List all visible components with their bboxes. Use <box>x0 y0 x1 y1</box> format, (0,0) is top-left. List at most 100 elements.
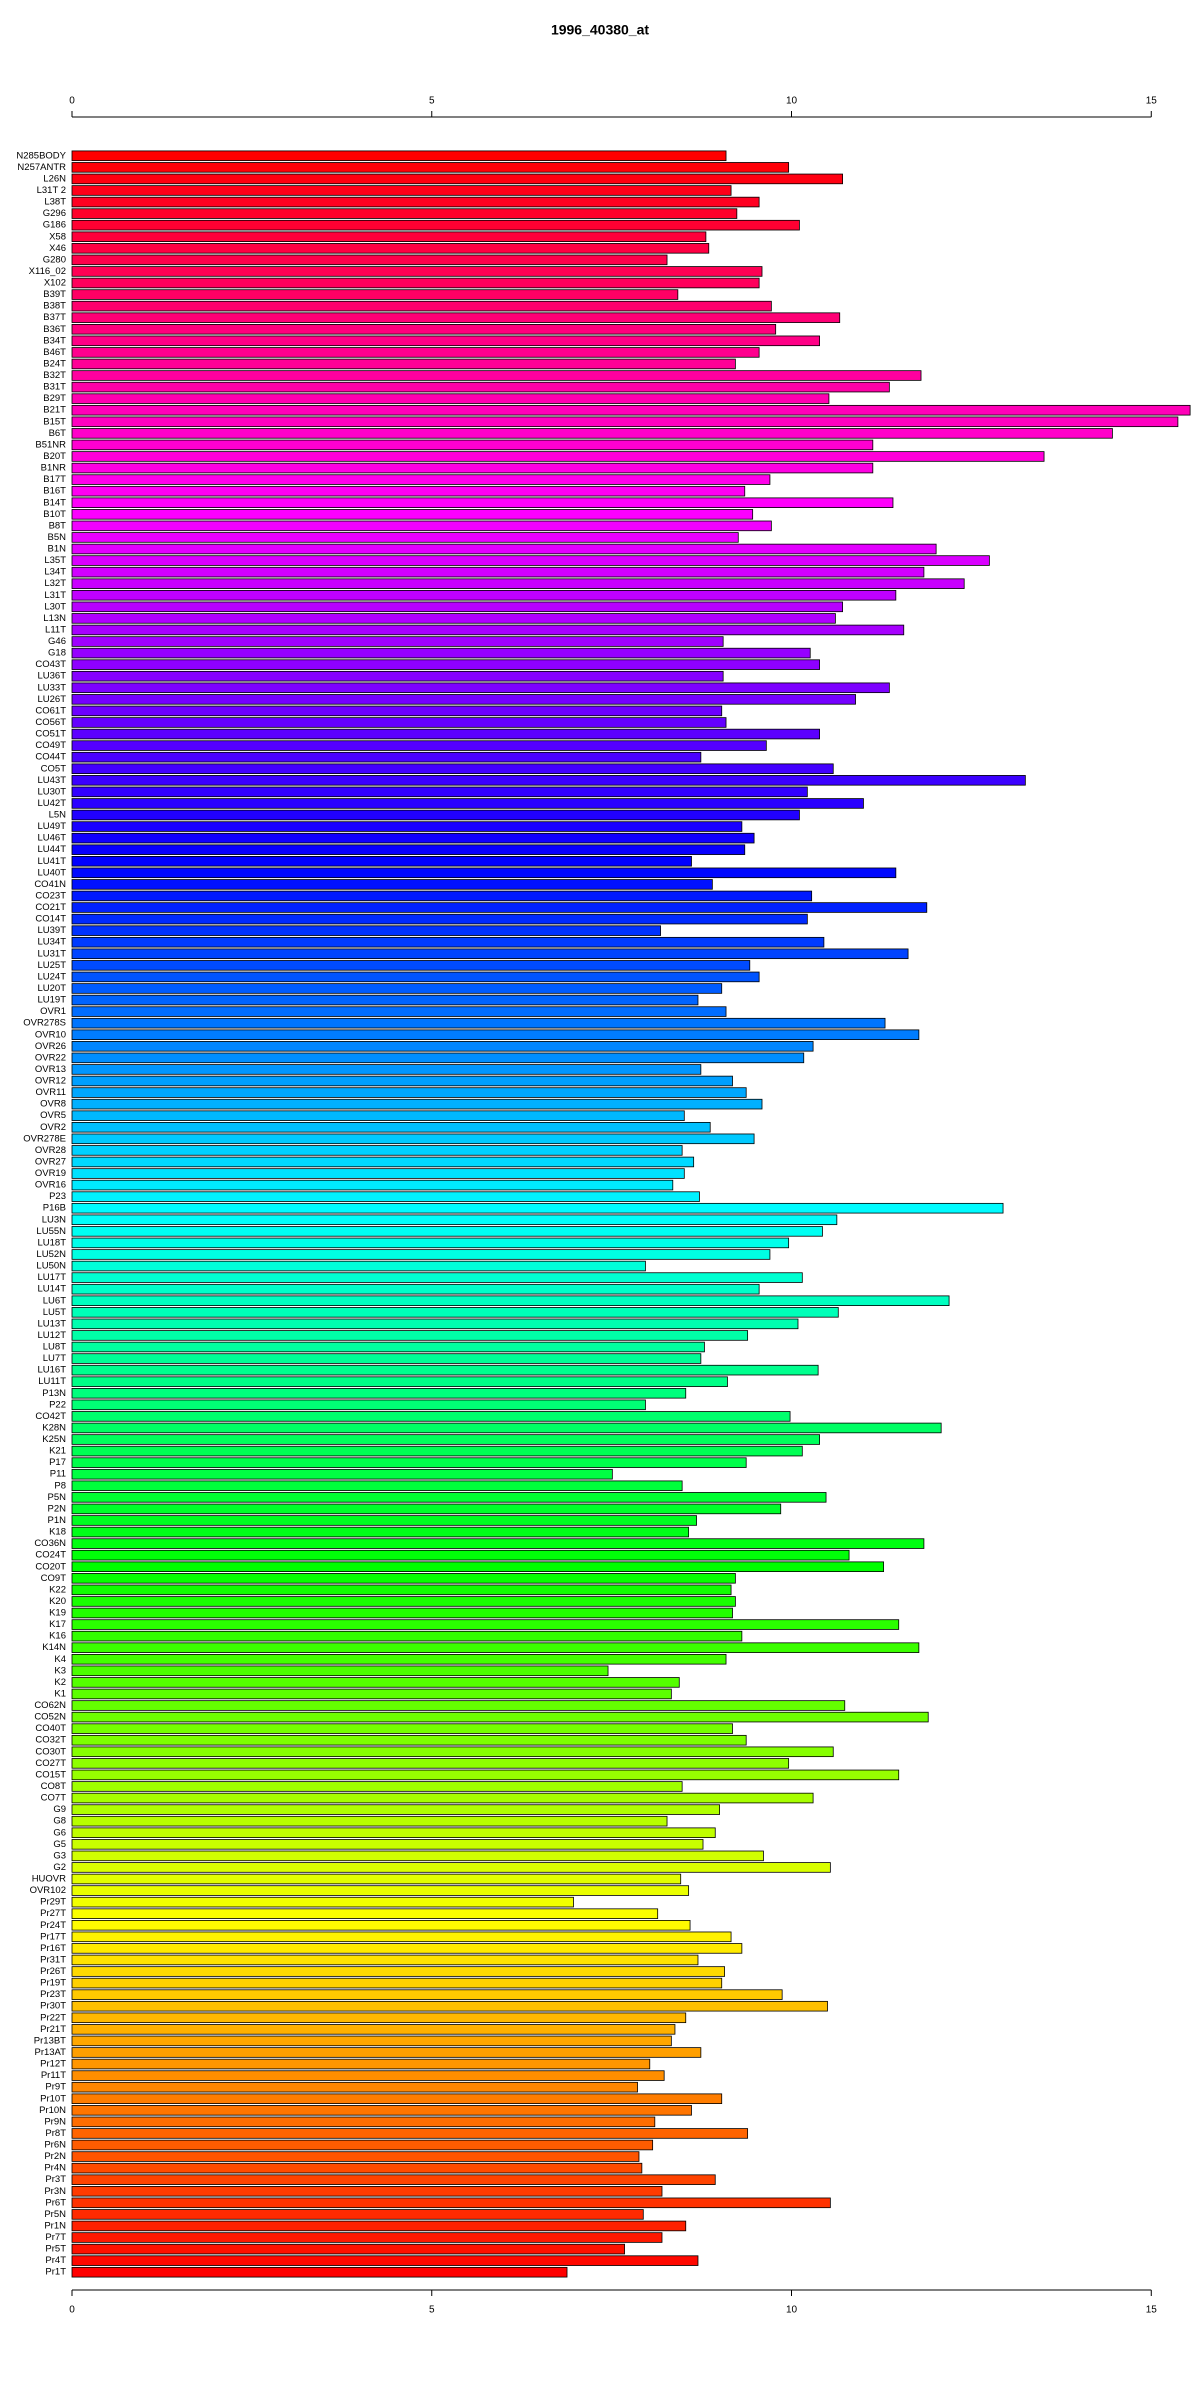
y-tick-label: Pr16T <box>40 1943 66 1954</box>
bar <box>71 1804 720 1815</box>
y-tick-label: LU42T <box>37 798 66 809</box>
y-tick-label: X58 <box>49 231 66 242</box>
y-tick-label: Pr29T <box>40 1897 66 1908</box>
y-tick-label: P23 <box>49 1191 66 1202</box>
y-tick-label: LU30T <box>37 786 66 797</box>
y-tick-label: OVR13 <box>35 1064 66 1075</box>
y-tick-label: B51NR <box>35 439 66 450</box>
y-tick-label: B14T <box>43 497 66 508</box>
bar <box>71 1526 690 1538</box>
y-tick-label: N257ANTR <box>17 162 66 173</box>
y-tick-label: LU5T <box>43 1307 66 1318</box>
y-tick-label: B38T <box>43 301 66 312</box>
bar <box>71 2035 672 2047</box>
y-tick-label: Pr27T <box>40 1908 66 1919</box>
bar <box>71 1480 683 1492</box>
bar <box>71 913 808 925</box>
y-tick-label: OVR10 <box>35 1029 66 1040</box>
bar <box>71 1168 685 1179</box>
bar <box>71 1318 799 1330</box>
y-tick-label: L5N <box>49 810 67 821</box>
y-tick-label: LU44T <box>37 844 66 855</box>
bar <box>71 1237 790 1249</box>
y-tick-label: P2N <box>48 1503 67 1514</box>
bar <box>71 590 897 601</box>
bar <box>71 1307 839 1318</box>
y-tick-label: Pr26T <box>40 1966 66 1977</box>
bar <box>71 1376 728 1387</box>
y-tick-label: Pr10T <box>40 2093 66 2104</box>
bar <box>71 1145 683 1156</box>
y-tick-label: K2 <box>54 1677 66 1688</box>
bar <box>71 393 830 404</box>
y-tick-label: N285BODY <box>16 150 66 161</box>
bar <box>71 1677 680 1688</box>
bar <box>71 2266 568 2278</box>
y-tick-label: CO9T <box>41 1573 67 1584</box>
bar <box>71 1711 929 1723</box>
y-tick-label: CO30T <box>35 1746 66 1757</box>
y-tick-label: Pr5N <box>44 2209 66 2220</box>
y-tick-label: Pr9T <box>45 2082 66 2093</box>
y-tick-label: Pr8T <box>45 2128 66 2139</box>
y-tick-label: L30T <box>44 601 66 612</box>
y-tick-label: Pr31T <box>40 1954 66 1965</box>
bar <box>71 1064 702 1075</box>
y-tick-label: B39T <box>43 289 66 300</box>
y-tick-label: CO56T <box>35 717 66 728</box>
y-tick-label: CO32T <box>35 1735 66 1746</box>
bar <box>71 1781 683 1792</box>
y-tick-label: LU36T <box>37 671 66 682</box>
y-tick-label: B32T <box>43 370 66 381</box>
y-tick-label: G18 <box>48 648 66 659</box>
y-tick-label: Pr19T <box>40 1978 66 1989</box>
bar <box>71 416 1179 428</box>
bar <box>71 1862 831 1873</box>
bar <box>71 1607 733 1619</box>
y-tick-label: CO51T <box>35 729 66 740</box>
y-tick-label: LU19T <box>37 995 66 1006</box>
bar <box>71 2000 828 2012</box>
y-tick-label: LU7T <box>43 1353 66 1364</box>
bar <box>71 821 743 832</box>
y-tick-label: P1N <box>48 1515 67 1526</box>
bar <box>71 509 754 520</box>
y-tick-label: B6T <box>49 428 67 439</box>
bar <box>71 1920 691 1931</box>
y-tick-label: CO49T <box>35 740 66 751</box>
bar <box>71 1943 743 1954</box>
bar <box>71 1017 886 1029</box>
bar <box>71 2255 699 2266</box>
bar <box>71 1815 668 1827</box>
y-tick-label: Pr6T <box>45 2197 66 2208</box>
bar <box>71 1538 925 1549</box>
y-tick-label: G3 <box>53 1850 66 1861</box>
bar <box>71 1087 747 1098</box>
bar <box>71 1075 733 1087</box>
bar <box>71 277 760 289</box>
y-tick-label: Pr6N <box>44 2140 66 2151</box>
y-tick-label: Pr13BT <box>34 2035 66 2046</box>
y-tick-label: OVR2 <box>40 1122 66 1133</box>
y-tick-label: Pr1N <box>44 2220 66 2231</box>
y-tick-label: B36T <box>43 324 66 335</box>
bar <box>71 775 1026 786</box>
bar <box>71 2070 665 2081</box>
y-tick-label: OVR12 <box>35 1076 66 1087</box>
bar <box>71 1792 814 1804</box>
bar <box>71 613 836 624</box>
bar <box>71 624 905 636</box>
y-tick-label: K14N <box>42 1642 66 1653</box>
bar <box>71 2116 656 2128</box>
bar <box>71 786 808 798</box>
y-tick-label: K18 <box>49 1527 66 1538</box>
bar <box>71 1029 920 1040</box>
y-tick-label: LU20T <box>37 983 66 994</box>
bar <box>71 2162 643 2174</box>
y-tick-label: K3 <box>54 1665 66 1676</box>
y-tick-label: G9 <box>53 1804 66 1815</box>
y-tick-label: Pr3T <box>45 2174 66 2185</box>
bar <box>71 879 713 890</box>
x-tick-label: 0 <box>69 96 75 107</box>
bar <box>71 2139 654 2151</box>
